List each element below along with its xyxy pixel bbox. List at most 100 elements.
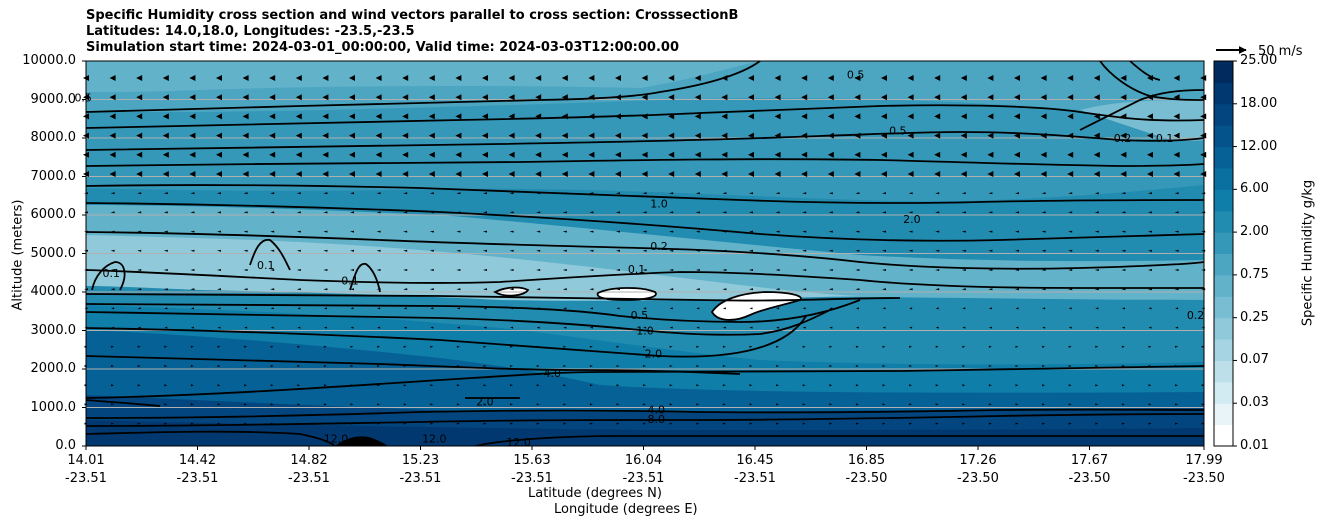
x-tick-longitude: -23.51 <box>46 470 126 488</box>
colorbar-tick-label: 12.00 <box>1240 139 1277 154</box>
x-tick-latitude: 16.04 <box>604 452 684 470</box>
x-tick-latitude: 16.85 <box>827 452 907 470</box>
y-tick-label: 4000.0 <box>31 284 77 299</box>
y-tick-label: 1000.0 <box>31 400 77 415</box>
x-tick-label: 15.63 -23.51 <box>492 452 572 488</box>
colorbar-tick-label: 0.07 <box>1240 352 1269 367</box>
y-tick-label: 5000.0 <box>31 246 77 261</box>
contour-label: 0.2 <box>1187 309 1205 322</box>
x-tick-longitude: -23.50 <box>827 470 907 488</box>
x-tick-longitude: -23.51 <box>381 470 461 488</box>
x-tick-label: 16.85 -23.50 <box>827 452 907 488</box>
contour-label: 0.5 <box>889 124 907 137</box>
colorbar-segment <box>1214 296 1233 318</box>
contour-label: 0.2 <box>650 240 668 253</box>
colorbar-segment <box>1214 211 1233 233</box>
colorbar-label: Specific Humidity g/kg <box>1301 180 1316 326</box>
contour-label: 1.0 <box>636 325 654 338</box>
x-tick-label: 14.82 -23.51 <box>269 452 349 488</box>
x-axis-label-longitude: Longitude (degrees E) <box>554 502 698 517</box>
colorbar-tick-label: 6.00 <box>1240 181 1269 196</box>
contour-label: 0.1 <box>257 259 275 272</box>
x-tick-longitude: -23.50 <box>1164 470 1244 488</box>
y-tick-label: 0.0 <box>55 438 76 453</box>
x-tick-longitude: -23.50 <box>1050 470 1130 488</box>
x-tick-latitude: 16.45 <box>715 452 795 470</box>
x-tick-latitude: 15.63 <box>492 452 572 470</box>
colorbar-tick-label: 0.01 <box>1240 438 1269 453</box>
colorbar <box>1214 61 1233 447</box>
colorbar-tick-label: 0.75 <box>1240 267 1269 282</box>
x-tick-latitude: 14.01 <box>46 452 126 470</box>
colorbar-tick-label: 2.00 <box>1240 224 1269 239</box>
colorbar-tick-label: 0.03 <box>1240 395 1269 410</box>
contour-label: 1.0 <box>650 197 668 210</box>
colorbar-segment <box>1214 360 1233 382</box>
x-tick-label: 17.67 -23.50 <box>1050 452 1130 488</box>
x-tick-latitude: 17.99 <box>1164 452 1244 470</box>
x-axis-ticks <box>86 446 1204 450</box>
x-tick-label: 14.42 -23.51 <box>158 452 238 488</box>
x-tick-label: 16.45 -23.51 <box>715 452 795 488</box>
x-tick-label: 14.01 -23.51 <box>46 452 126 488</box>
colorbar-segment <box>1214 254 1233 276</box>
y-axis-ticks <box>82 61 86 446</box>
contour-label: 0.2 <box>1114 132 1132 145</box>
contour-label: 12.0 <box>506 436 531 449</box>
cross-section-plot: 0.5 0.5 0.5 0.2 0.1 1.0 2.0 0.2 0.1 0.5 1.0 2.0 4.0 4… <box>0 0 1326 526</box>
contour-label: 2.0 <box>645 348 663 361</box>
x-tick-latitude: 14.42 <box>158 452 238 470</box>
colorbar-segment <box>1214 82 1233 104</box>
x-tick-label: 16.04 -23.51 <box>604 452 684 488</box>
colorbar-segment <box>1214 232 1233 254</box>
x-axis-label-latitude: Latitude (degrees N) <box>528 486 662 501</box>
colorbar-ticks <box>1233 61 1237 446</box>
contour-label: 12.0 <box>324 432 349 445</box>
y-axis-label: Altitude (meters) <box>11 200 26 311</box>
x-tick-label: 15.23 -23.51 <box>381 452 461 488</box>
colorbar-segment <box>1214 339 1233 361</box>
y-tick-label: 10000.0 <box>22 53 76 68</box>
x-tick-latitude: 14.82 <box>269 452 349 470</box>
y-tick-label: 6000.0 <box>31 207 77 222</box>
y-tick-label: 3000.0 <box>31 323 77 338</box>
colorbar-segment <box>1214 275 1233 297</box>
contour-label: 0.5 <box>847 68 865 81</box>
y-tick-label: 8000.0 <box>31 130 77 145</box>
x-tick-longitude: -23.50 <box>938 470 1018 488</box>
contour-label: 12.0 <box>422 432 447 445</box>
x-tick-label: 17.26 -23.50 <box>938 452 1018 488</box>
colorbar-segment <box>1214 403 1233 425</box>
colorbar-segment <box>1214 168 1233 190</box>
contour-label: 0.5 <box>631 309 649 322</box>
colorbar-tick-label: 18.00 <box>1240 96 1277 111</box>
x-tick-latitude: 17.26 <box>938 452 1018 470</box>
x-tick-latitude: 17.67 <box>1050 452 1130 470</box>
contour-label: 2.0 <box>903 213 921 226</box>
x-tick-latitude: 15.23 <box>381 452 461 470</box>
contour-label: 0.1 <box>341 274 359 287</box>
y-tick-label: 2000.0 <box>31 361 77 376</box>
x-tick-longitude: -23.51 <box>715 470 795 488</box>
colorbar-segment <box>1214 425 1233 447</box>
contour-label: 0.1 <box>1156 132 1174 145</box>
colorbar-segment <box>1214 318 1233 340</box>
y-tick-label: 7000.0 <box>31 169 77 184</box>
y-tick-label: 9000.0 <box>31 92 77 107</box>
x-tick-longitude: -23.51 <box>158 470 238 488</box>
contour-label: 4.0 <box>544 367 562 380</box>
contour-label: 0.1 <box>103 267 121 280</box>
colorbar-segment <box>1214 147 1233 169</box>
colorbar-segment <box>1214 104 1233 126</box>
wind-key-label: 50 m/s <box>1258 44 1303 59</box>
colorbar-segment <box>1214 125 1233 147</box>
contour-label: 0.5 <box>74 92 92 105</box>
x-tick-label: 17.99 -23.50 <box>1164 452 1244 488</box>
contour-label: 0.1 <box>628 263 646 276</box>
colorbar-segment <box>1214 189 1233 211</box>
colorbar-segment <box>1214 61 1233 83</box>
colorbar-segment <box>1214 382 1233 404</box>
colorbar-tick-label: 0.25 <box>1240 310 1269 325</box>
contour-label: 8.0 <box>647 413 665 426</box>
x-tick-longitude: -23.51 <box>269 470 349 488</box>
